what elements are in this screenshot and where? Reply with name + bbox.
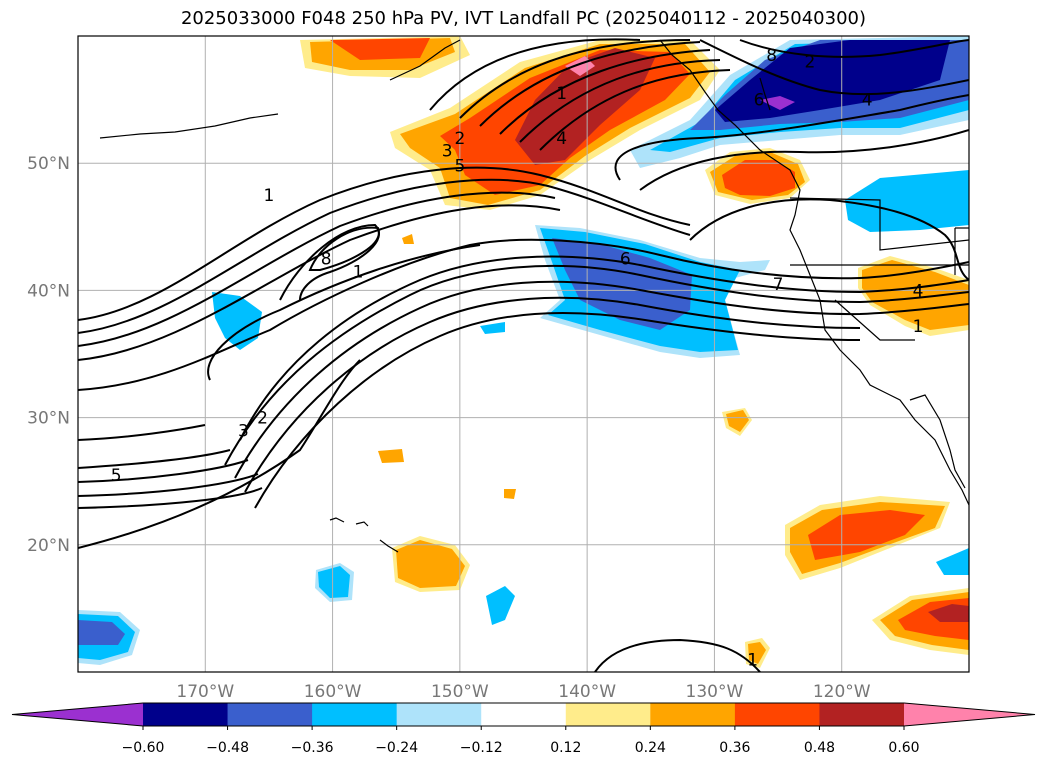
contour-label: 6 — [620, 250, 631, 270]
contour-label: 5 — [454, 157, 465, 177]
contour-label: 1 — [747, 650, 758, 670]
lon-tick-label: 150°W — [431, 682, 489, 702]
contour-label: 1 — [264, 186, 275, 206]
contour-label: 1 — [556, 84, 567, 104]
contour-label: 2 — [454, 129, 465, 149]
coastlines — [99, 39, 969, 553]
colorbar-tick-label: 0.24 — [635, 740, 666, 756]
colorbar-tick-label: 0.48 — [804, 740, 835, 756]
colorbar-segment — [650, 703, 736, 726]
lat-tick-label: 30°N — [27, 409, 70, 429]
contour-label: 1 — [913, 317, 924, 337]
lon-tick-label: 130°W — [686, 682, 744, 702]
colorbar-tick-label: −0.60 — [122, 740, 165, 756]
contour-label: 8 — [766, 46, 777, 66]
contour-label: 8 — [321, 250, 332, 270]
colorbar-tick-label: 0.60 — [888, 740, 919, 756]
colorbar-tick-label: −0.24 — [375, 740, 418, 756]
contour-label: 6 — [754, 91, 765, 111]
lon-tick-label: 160°W — [304, 682, 362, 702]
contour-label: 4 — [556, 129, 567, 149]
contour-label: 3 — [238, 421, 249, 441]
lat-tick-label: 50°N — [27, 154, 70, 174]
contour-label: 2 — [804, 52, 815, 72]
colorbar-tick-label: −0.48 — [206, 740, 249, 756]
colorbar-tick-label: 0.36 — [719, 740, 750, 756]
shaded-fields — [78, 36, 969, 668]
contour-label: 1 — [353, 262, 364, 282]
colorbar-segment — [227, 703, 313, 726]
contour-label: 4 — [913, 281, 924, 301]
colorbar-tick-label: 0.12 — [550, 740, 581, 756]
colorbar-segment — [143, 703, 229, 726]
colorbar-segment — [565, 703, 651, 726]
contour-label: 7 — [773, 275, 784, 295]
colorbar-segment — [396, 703, 482, 726]
pv-contours — [78, 38, 969, 672]
colorbar: −0.60 −0.48 −0.36 −0.24 −0.12 0.12 0.24 0.36 0.4… — [11, 702, 1036, 756]
contour-label: 4 — [862, 91, 873, 111]
contour-label: 2 — [257, 409, 268, 429]
longitude-labels: 170°W 160°W 150°W 140°W 130°W 120°W — [176, 682, 870, 702]
colorbar-segment — [819, 703, 905, 726]
colorbar-segment — [481, 703, 567, 726]
map-title: 2025033000 F048 250 hPa PV, IVT Landfall… — [180, 8, 867, 29]
lat-tick-label: 20°N — [27, 536, 70, 556]
negative-anomaly-region — [845, 170, 969, 232]
map-frame — [77, 35, 970, 673]
latitude-labels: 50°N 40°N 30°N 20°N — [27, 154, 70, 556]
gridlines — [78, 36, 969, 672]
colorbar-extend-max — [904, 703, 1035, 726]
lat-tick-label: 40°N — [27, 281, 70, 301]
lon-tick-label: 120°W — [813, 682, 871, 702]
lon-tick-label: 170°W — [176, 682, 234, 702]
colorbar-segment — [734, 703, 820, 726]
colorbar-tick-label: −0.12 — [460, 740, 503, 756]
colorbar-tick-label: −0.36 — [291, 740, 334, 756]
colorbar-segment — [312, 703, 398, 726]
contour-label: 3 — [442, 141, 453, 161]
lon-tick-label: 140°W — [558, 682, 616, 702]
contour-label: 5 — [111, 466, 122, 486]
colorbar-extend-min — [12, 703, 143, 726]
